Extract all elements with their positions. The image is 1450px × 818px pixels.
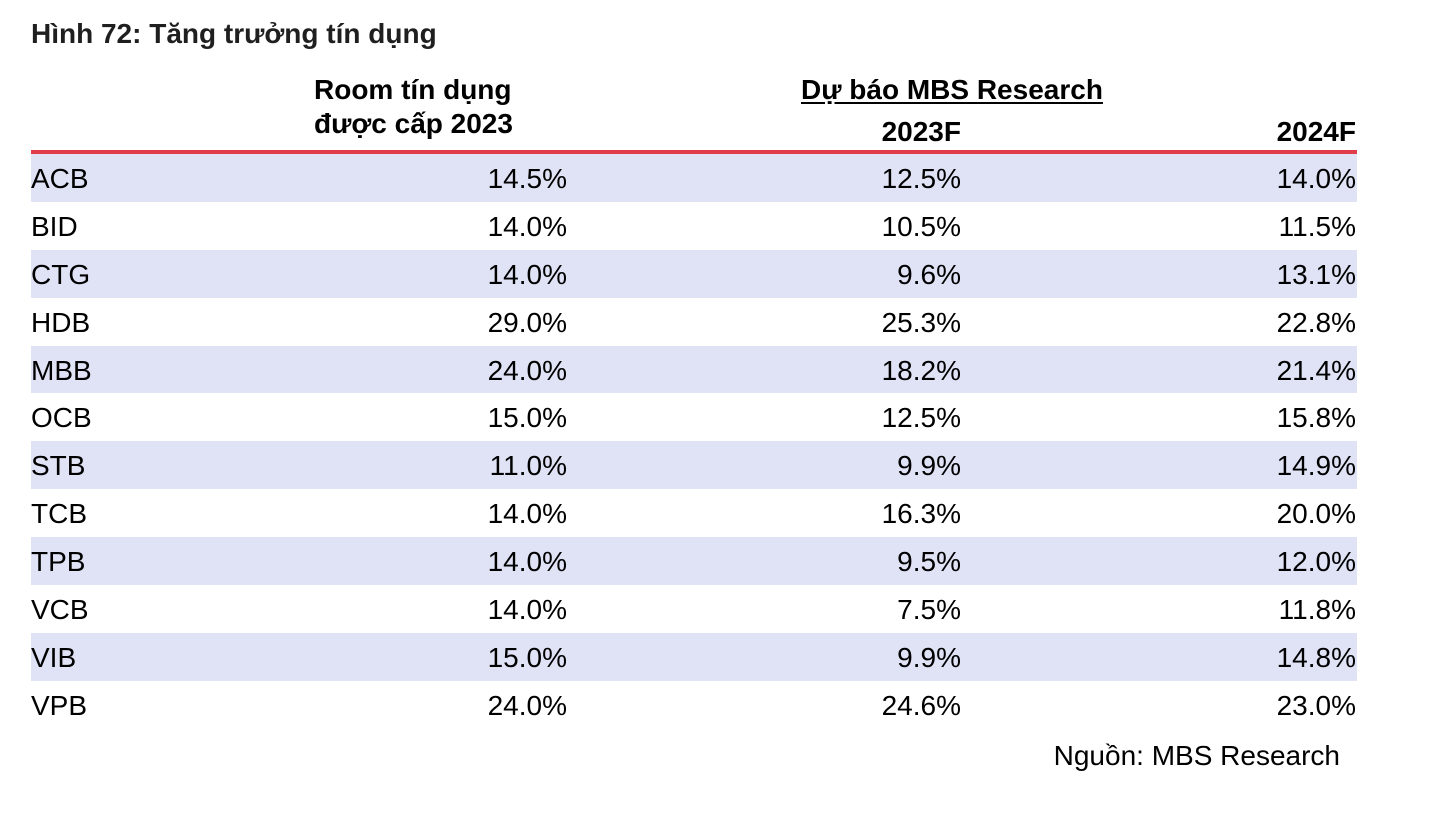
forecast-2024-cell: 14.0% [1276, 163, 1356, 194]
table-row: MBB 24.0% 18.2% 21.4% [31, 345, 1357, 394]
room-2023-cell: 15.0% [487, 402, 567, 434]
table-row: HDB 29.0% 25.3% 22.8% [31, 298, 1357, 346]
room-2023-cell: 14.5% [487, 163, 567, 194]
bank-cell: VIB [31, 641, 77, 673]
forecast-2024-cell: 22.8% [1276, 306, 1356, 338]
table-row: CTG 14.0% 9.6% 13.1% [31, 249, 1357, 298]
bank-cell: MBB [31, 354, 92, 386]
forecast-2023-cell: 12.5% [881, 402, 961, 434]
room-2023-cell: 14.0% [487, 594, 567, 626]
bank-cell: ACB [31, 163, 89, 194]
room-2023-cell: 14.0% [487, 258, 567, 290]
bank-cell: STB [31, 450, 86, 482]
bank-cell: OCB [31, 402, 92, 434]
room-2023-cell: 29.0% [487, 306, 567, 338]
bank-cell: BID [31, 210, 78, 242]
forecast-2024-cell: 13.1% [1276, 258, 1356, 290]
room-2023-cell: 14.0% [487, 210, 567, 242]
table-row: TPB 14.0% 9.5% 12.0% [31, 537, 1357, 586]
table-row: ACB 14.5% 12.5% 14.0% [31, 154, 1357, 202]
forecast-2024-cell: 14.8% [1276, 641, 1356, 673]
room-2023-cell: 24.0% [487, 354, 567, 386]
forecast-2023-cell: 7.5% [897, 594, 961, 626]
bank-cell: HDB [31, 306, 91, 338]
forecast-2023-cell: 9.5% [897, 546, 961, 578]
forecast-2023-cell: 10.5% [881, 210, 961, 242]
room-2023-cell: 24.0% [487, 689, 567, 721]
room-2023-cell: 15.0% [487, 641, 567, 673]
header-room-credit: Room tín dụng được cấp 2023 [314, 73, 574, 141]
bank-cell: TCB [31, 498, 87, 530]
forecast-2023-cell: 9.6% [897, 258, 961, 290]
source-note: Nguồn: MBS Research [1053, 740, 1340, 771]
forecast-2024-cell: 14.9% [1276, 450, 1356, 482]
table-row: VCB 14.0% 7.5% 11.8% [31, 585, 1357, 633]
forecast-2023-cell: 24.6% [881, 689, 961, 721]
table-body: ACB 14.5% 12.5% 14.0% BID 14.0% 10.5% 11.5% CTG 1… [31, 154, 1357, 729]
table-row: VIB 15.0% 9.9% 14.8% [31, 632, 1357, 681]
room-2023-cell: 14.0% [487, 498, 567, 530]
forecast-2024-cell: 21.4% [1276, 354, 1356, 386]
room-2023-cell: 14.0% [487, 546, 567, 578]
table-row: TCB 14.0% 16.3% 20.0% [31, 489, 1357, 537]
bank-cell: VCB [31, 594, 89, 626]
table-row: OCB 15.0% 12.5% 15.8% [31, 393, 1357, 441]
header-forecast-group: Dự báo MBS Research [801, 74, 1103, 105]
bank-cell: CTG [31, 258, 91, 290]
forecast-2023-cell: 12.5% [881, 163, 961, 194]
forecast-2024-cell: 12.0% [1276, 546, 1356, 578]
forecast-2024-cell: 20.0% [1276, 498, 1356, 530]
bank-cell: VPB [31, 689, 88, 721]
forecast-2024-cell: 23.0% [1276, 689, 1356, 721]
table-row: VPB 24.0% 24.6% 23.0% [31, 681, 1357, 729]
bank-cell: TPB [31, 546, 86, 578]
figure-title: Hình 72: Tăng trưởng tín dụng [31, 18, 437, 49]
header-rule [31, 150, 1357, 154]
table-row: BID 14.0% 10.5% 11.5% [31, 202, 1357, 250]
forecast-2023-cell: 9.9% [897, 641, 961, 673]
forecast-2024-cell: 15.8% [1276, 402, 1356, 434]
header-room-line2: được cấp 2023 [314, 108, 513, 139]
header-2023f: 2023F [881, 116, 961, 147]
forecast-2023-cell: 25.3% [881, 306, 961, 338]
table-row: STB 11.0% 9.9% 14.9% [31, 441, 1357, 490]
forecast-2024-cell: 11.5% [1278, 210, 1356, 242]
forecast-2023-cell: 9.9% [897, 450, 961, 482]
header-room-line1: Room tín dụng [314, 74, 512, 105]
header-2024f: 2024F [1276, 116, 1356, 147]
room-2023-cell: 11.0% [489, 450, 567, 482]
forecast-2023-cell: 16.3% [881, 498, 961, 530]
forecast-2023-cell: 18.2% [881, 354, 961, 386]
forecast-2024-cell: 11.8% [1278, 594, 1356, 626]
